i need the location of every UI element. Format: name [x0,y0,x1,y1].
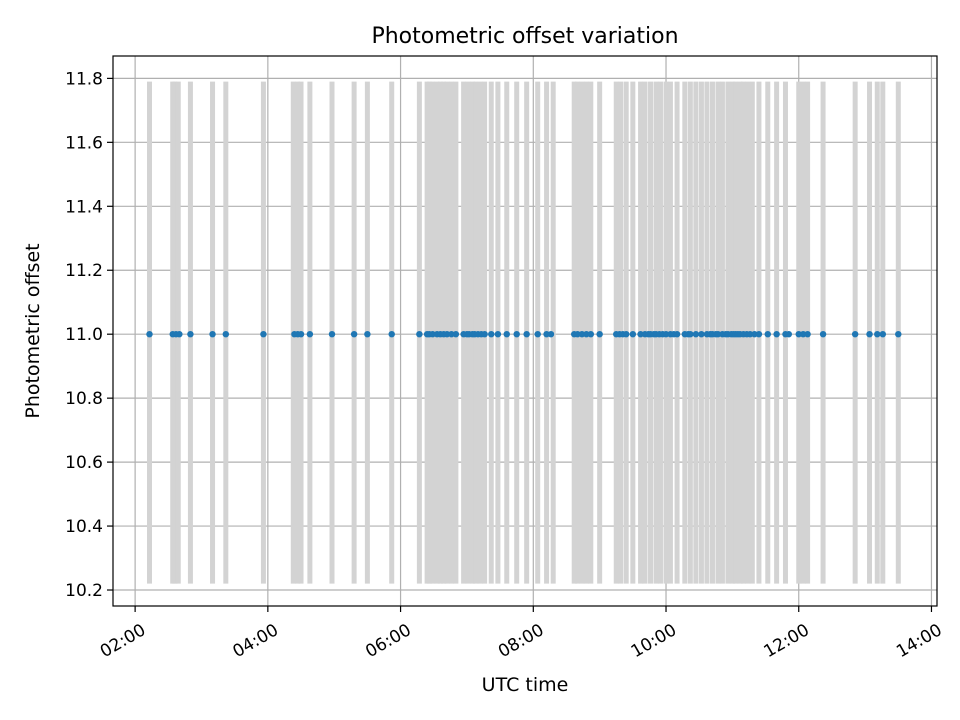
data-point [429,330,436,338]
data-point [574,330,581,338]
x-tick-label: 12:00 [760,620,812,662]
plot-area-frame [112,55,938,607]
data-point [755,330,763,338]
data-point [799,330,807,338]
data-point [503,330,510,338]
data-point [596,330,603,338]
data-point [364,330,371,338]
data-point [448,330,455,338]
data-point [751,330,758,338]
data-point [785,330,792,338]
y-tick-label: 10.2 [65,581,103,601]
data-point [662,330,670,338]
data-point [176,330,183,338]
x-tick-label: 14:00 [893,620,945,662]
x-tick-label: 10:00 [628,620,680,662]
x-axis-ticks: 02:00 04:00 06:00 08:00 10:00 12:00 14:00 [97,606,946,662]
data-point [146,330,153,338]
data-point [795,330,802,338]
data-point [209,330,216,338]
data-point [494,330,502,338]
data-point [895,330,902,338]
x-tick-label: 08:00 [495,620,547,662]
data-point [819,330,827,338]
y-tick-label: 11.0 [65,325,103,345]
y-tick-label: 10.6 [65,453,103,473]
y-tick-label: 11.6 [65,133,103,153]
y-tick-label: 11.2 [65,261,103,281]
data-point [328,330,336,338]
data-point [547,330,555,338]
data-point [851,330,859,338]
data-point [623,330,630,338]
data-point [534,330,541,338]
data-point [629,330,637,338]
data-point [773,330,780,338]
x-tick-label: 04:00 [230,620,282,662]
data-point [350,330,358,338]
x-tick-label: 06:00 [362,620,414,662]
y-tick-label: 11.8 [65,69,103,89]
data-points [146,330,902,338]
data-point [583,330,590,338]
data-point [513,330,520,338]
y-axis-ticks: 10.2 10.4 10.6 10.8 11.0 11.2 11.4 11.6 11.8 [65,69,113,601]
data-point [764,330,771,338]
data-point [687,330,694,338]
x-tick-label: 02:00 [97,620,149,662]
y-tick-label: 10.4 [65,517,103,537]
data-point [523,330,530,338]
data-point [260,330,267,338]
data-point [481,330,488,338]
data-point [578,330,586,338]
data-point [637,330,644,338]
data-point [866,330,873,338]
data-point [692,330,700,338]
data-point [306,330,314,338]
data-point [443,330,451,338]
data-point [488,330,495,338]
data-point [388,330,395,338]
x-axis-label: UTC time [482,674,569,696]
data-point [187,330,194,338]
data-point [698,330,705,338]
data-point [874,330,881,338]
data-point [879,330,887,338]
y-tick-label: 11.4 [65,197,103,217]
y-tick-label: 10.8 [65,389,103,409]
data-point [543,330,550,338]
data-point [714,330,722,338]
data-point [587,330,595,338]
data-point [452,330,460,338]
data-point [222,330,230,338]
data-point [804,330,811,338]
data-point [746,330,754,338]
data-point [416,330,423,338]
chart-title: Photometric offset variation [371,24,678,49]
data-point [673,330,681,338]
data-point [297,330,305,338]
y-axis-label: Photometric offset [22,243,44,418]
